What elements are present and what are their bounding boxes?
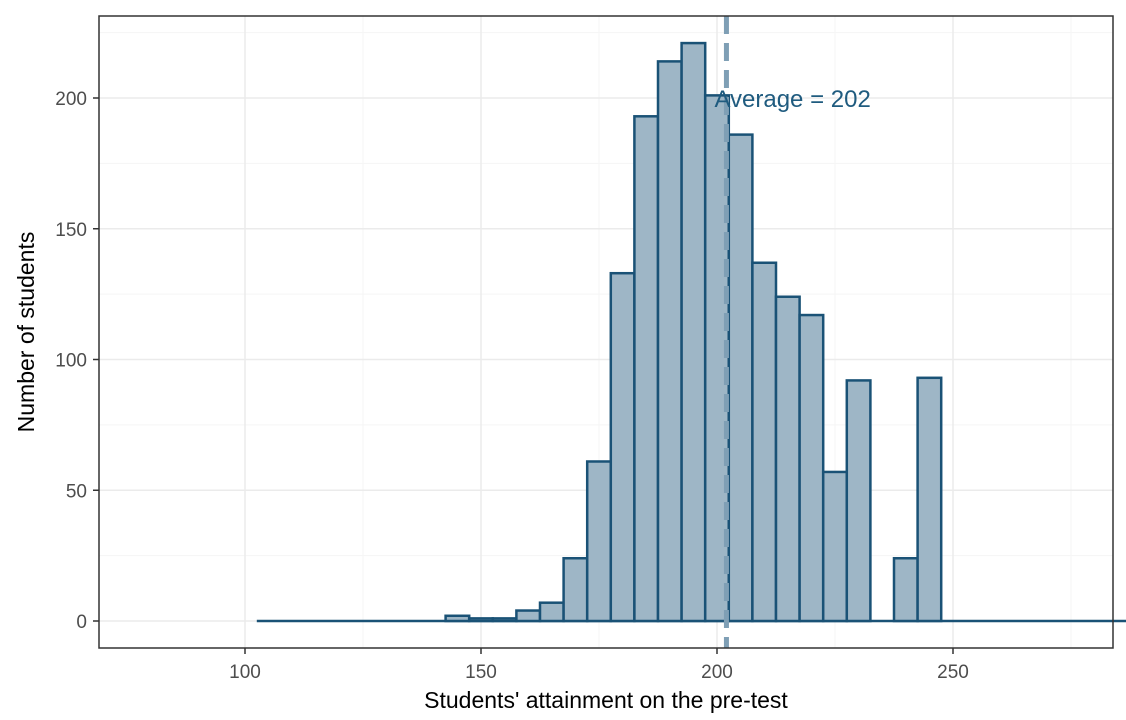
- histogram-bar: [751, 261, 778, 623]
- histogram-bar: [774, 295, 801, 623]
- histogram-bar: [892, 556, 919, 623]
- histogram-bar: [656, 60, 683, 623]
- x-tick-label: 100: [229, 662, 261, 683]
- y-tick-label: 0: [76, 612, 87, 633]
- x-tick-label: 200: [701, 662, 733, 683]
- mean-annotation: Average = 202: [714, 86, 870, 113]
- histogram-bar: [680, 41, 707, 623]
- y-tick-label: 50: [66, 481, 87, 502]
- histogram-bar: [467, 617, 495, 623]
- y-tick-label: 150: [55, 220, 87, 241]
- y-tick-label: 100: [55, 351, 87, 372]
- histogram-bar: [538, 601, 565, 623]
- histogram-bar: [798, 313, 825, 623]
- histogram-bar: [585, 460, 613, 623]
- histogram-bar: [916, 376, 943, 623]
- histogram-bar: [633, 115, 660, 623]
- x-axis: 100150200250300: [229, 648, 969, 683]
- histogram-bar: [821, 470, 849, 623]
- histogram-bar: [609, 271, 636, 623]
- histogram-bars: [256, 41, 1126, 623]
- histogram-bar: [845, 379, 872, 623]
- y-axis: 0 50 100 150 200: [55, 89, 99, 633]
- x-tick-label: 150: [465, 662, 497, 683]
- mean-line-group: Average = 202: [714, 16, 871, 648]
- x-axis-title: Students' attainment on the pre-test: [424, 687, 788, 713]
- y-axis-title: Number of students: [13, 232, 39, 433]
- histogram-bar: [491, 617, 518, 623]
- histogram-bar: [444, 614, 471, 623]
- histogram-bar: [515, 609, 542, 623]
- x-tick-label: 250: [937, 662, 969, 683]
- histogram-bar: [727, 133, 754, 623]
- y-tick-label: 200: [55, 89, 87, 110]
- histogram-bar: [562, 556, 589, 623]
- panel-border: [98, 15, 1114, 649]
